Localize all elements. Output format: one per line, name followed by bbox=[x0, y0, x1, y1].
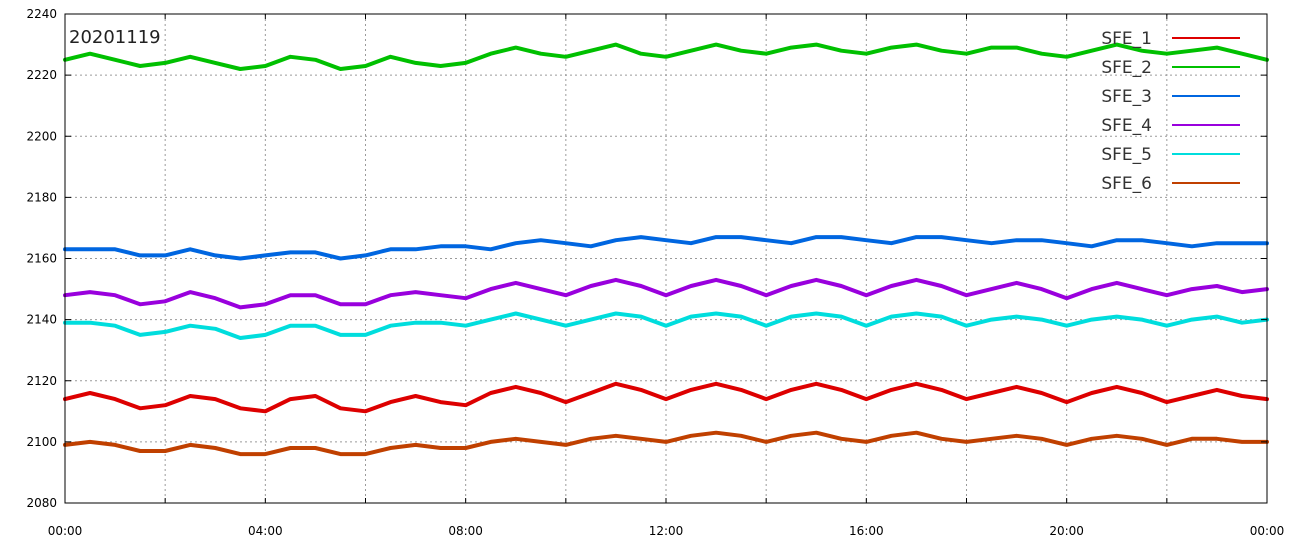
y-tick-label: 2080 bbox=[26, 496, 57, 510]
y-tick-label: 2240 bbox=[26, 7, 57, 21]
y-tick-label: 2120 bbox=[26, 374, 57, 388]
legend-label: SFE_2 bbox=[1101, 58, 1152, 78]
axis-ticks bbox=[65, 14, 1267, 503]
x-tick-label: 08:00 bbox=[448, 524, 483, 538]
y-tick-label: 2160 bbox=[26, 252, 57, 266]
y-tick-label: 2220 bbox=[26, 68, 57, 82]
x-tick-label: 12:00 bbox=[649, 524, 684, 538]
y-tick-label: 2200 bbox=[26, 129, 57, 143]
legend-label: SFE_1 bbox=[1101, 29, 1152, 49]
x-tick-label: 00:00 bbox=[1250, 524, 1285, 538]
legend: SFE_1 SFE_2 SFE_3 SFE_4 SFE_5 SFE_6 bbox=[1101, 29, 1240, 194]
x-tick-label: 00:00 bbox=[48, 524, 83, 538]
series-line-sfe-5 bbox=[63, 311, 1269, 340]
legend-label: SFE_4 bbox=[1101, 116, 1152, 136]
series-line-sfe-4 bbox=[63, 277, 1269, 310]
y-tick-label: 2180 bbox=[26, 190, 57, 204]
x-tick-label: 16:00 bbox=[849, 524, 884, 538]
legend-label: SFE_3 bbox=[1101, 87, 1152, 107]
y-tick-label: 2140 bbox=[26, 313, 57, 327]
series-line-sfe-1 bbox=[63, 381, 1269, 414]
legend-label: SFE_6 bbox=[1101, 174, 1152, 194]
grid-lines bbox=[65, 14, 1267, 503]
series-line-sfe-6 bbox=[63, 430, 1269, 457]
x-axis-tick-labels: 00:00 04:00 08:00 12:00 16:00 20:00 00:00 bbox=[48, 524, 1285, 538]
date-annotation: 20201119 bbox=[69, 27, 161, 48]
series-lines bbox=[63, 42, 1269, 457]
series-line-sfe-2 bbox=[63, 42, 1269, 71]
series-line-sfe-3 bbox=[63, 235, 1269, 261]
y-axis-tick-labels: 2080 2100 2120 2140 2160 2180 2200 2220 2240 bbox=[26, 7, 57, 510]
y-tick-label: 2100 bbox=[26, 435, 57, 449]
legend-label: SFE_5 bbox=[1101, 145, 1152, 165]
x-tick-label: 20:00 bbox=[1049, 524, 1084, 538]
x-tick-label: 04:00 bbox=[248, 524, 283, 538]
